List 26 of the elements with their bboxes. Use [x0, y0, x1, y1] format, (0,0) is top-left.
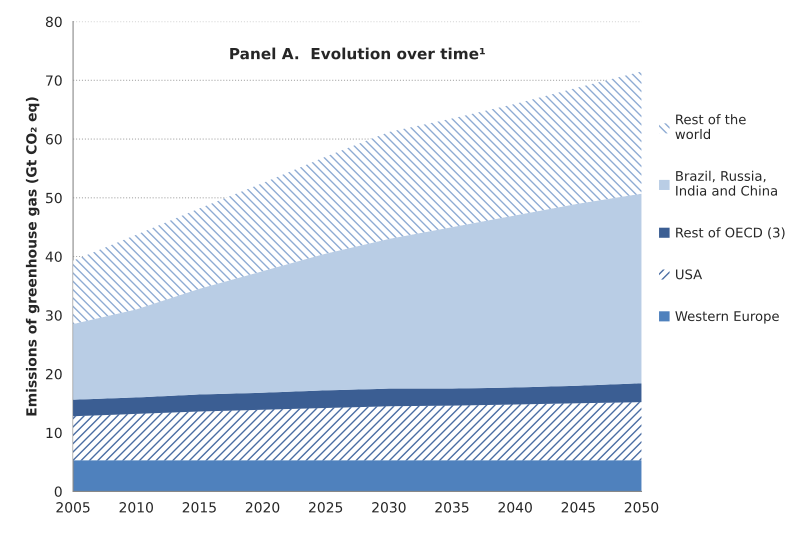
- x-tick-label: 2040: [498, 502, 532, 513]
- y-tick-label: 70: [46, 75, 62, 86]
- y-tick-label: 50: [46, 192, 62, 204]
- y-tick-label: 60: [46, 134, 62, 145]
- x-tick-label: 2020: [246, 502, 280, 513]
- y-tick-label: 0: [54, 486, 62, 497]
- legend-label: USA: [676, 269, 702, 280]
- y-tick-label: 10: [46, 428, 62, 438]
- y-tick-label: 80: [46, 16, 62, 28]
- x-tick-label: 2025: [309, 502, 342, 513]
- y-tick-label: 30: [46, 310, 62, 321]
- x-tick-label: 2050: [624, 502, 658, 513]
- legend-label: Rest of the world: [675, 114, 746, 140]
- y-tick-label: 20: [46, 368, 62, 380]
- x-tick-label: 2010: [120, 502, 153, 513]
- text: Panel A. Evolution over time¹: [230, 48, 485, 60]
- x-tick-label: 2035: [435, 502, 468, 513]
- x-tick-label: 2030: [372, 502, 406, 513]
- legend-label: Rest of OECD (3): [676, 227, 785, 240]
- legend-label: Western Europe: [675, 311, 779, 324]
- y-axis-title: Emissions of greenhouse gas (Gt CO₂ eq): [26, 97, 40, 416]
- legend-label: Brazil, Russia, India and China: [676, 170, 777, 196]
- x-tick-label: 2015: [182, 502, 216, 513]
- x-tick-label: 2045: [562, 502, 595, 513]
- y-tick-label: 40: [46, 251, 62, 262]
- x-tick-label: 2005: [56, 502, 90, 513]
